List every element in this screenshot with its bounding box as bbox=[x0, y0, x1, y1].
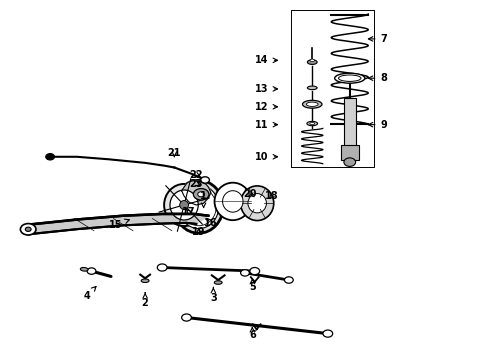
Text: 8: 8 bbox=[368, 73, 387, 83]
Text: 11: 11 bbox=[255, 120, 277, 130]
Ellipse shape bbox=[214, 281, 222, 284]
Ellipse shape bbox=[222, 191, 243, 212]
Circle shape bbox=[46, 154, 54, 160]
Text: 14: 14 bbox=[255, 55, 277, 65]
Text: 18: 18 bbox=[265, 191, 279, 201]
Circle shape bbox=[201, 177, 209, 183]
Circle shape bbox=[323, 330, 333, 337]
Ellipse shape bbox=[307, 86, 317, 90]
Text: 9: 9 bbox=[368, 120, 387, 130]
Text: 3: 3 bbox=[210, 287, 217, 303]
Text: 20: 20 bbox=[243, 189, 257, 199]
Ellipse shape bbox=[170, 190, 198, 220]
Text: 6: 6 bbox=[249, 327, 256, 341]
Text: 1: 1 bbox=[200, 191, 207, 207]
Text: 5: 5 bbox=[249, 279, 256, 292]
Ellipse shape bbox=[335, 73, 365, 83]
Ellipse shape bbox=[307, 121, 318, 126]
Circle shape bbox=[194, 189, 209, 200]
Ellipse shape bbox=[179, 185, 219, 229]
Ellipse shape bbox=[141, 279, 149, 283]
Ellipse shape bbox=[180, 201, 189, 210]
Ellipse shape bbox=[248, 194, 267, 213]
Bar bbox=[344, 98, 356, 148]
Ellipse shape bbox=[164, 184, 204, 226]
Ellipse shape bbox=[302, 100, 322, 108]
Circle shape bbox=[241, 270, 249, 276]
Ellipse shape bbox=[306, 102, 318, 107]
Circle shape bbox=[21, 224, 36, 235]
Text: 7: 7 bbox=[368, 34, 387, 44]
Text: 4: 4 bbox=[83, 287, 96, 301]
Text: 2: 2 bbox=[142, 293, 148, 308]
Ellipse shape bbox=[339, 75, 361, 81]
Ellipse shape bbox=[80, 267, 88, 271]
Circle shape bbox=[199, 190, 207, 196]
Text: 12: 12 bbox=[255, 102, 277, 112]
Text: 21: 21 bbox=[168, 148, 181, 158]
Text: 16: 16 bbox=[204, 218, 218, 228]
Ellipse shape bbox=[215, 183, 251, 220]
Polygon shape bbox=[28, 214, 208, 234]
Ellipse shape bbox=[310, 59, 315, 62]
Bar bbox=[341, 145, 359, 160]
Circle shape bbox=[250, 267, 260, 275]
Ellipse shape bbox=[307, 60, 317, 64]
Circle shape bbox=[198, 192, 204, 197]
Text: 23: 23 bbox=[190, 179, 203, 189]
Circle shape bbox=[157, 264, 167, 271]
Circle shape bbox=[285, 277, 293, 283]
Ellipse shape bbox=[174, 180, 223, 233]
Ellipse shape bbox=[241, 186, 274, 221]
Text: 10: 10 bbox=[255, 152, 277, 162]
Ellipse shape bbox=[310, 122, 315, 125]
Circle shape bbox=[344, 158, 356, 166]
Text: 17: 17 bbox=[182, 207, 196, 217]
Circle shape bbox=[182, 314, 192, 321]
Text: 19: 19 bbox=[192, 227, 205, 237]
Ellipse shape bbox=[181, 188, 216, 226]
Circle shape bbox=[25, 227, 31, 231]
Text: 22: 22 bbox=[190, 170, 203, 180]
Text: 15: 15 bbox=[109, 219, 129, 230]
Text: 13: 13 bbox=[255, 84, 277, 94]
Polygon shape bbox=[182, 181, 211, 205]
Circle shape bbox=[87, 268, 96, 274]
